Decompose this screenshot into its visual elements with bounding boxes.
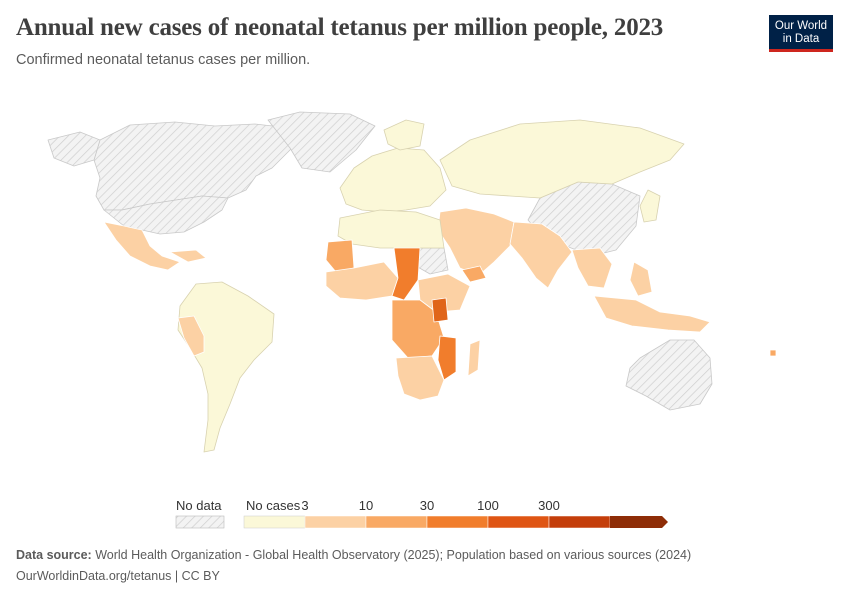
region-south-sudan[interactable] — [431, 297, 449, 323]
legend-bin-label: 3 — [301, 498, 308, 513]
region-southeast-asia[interactable] — [571, 247, 613, 289]
region-central-africa[interactable] — [391, 299, 445, 359]
region-japan[interactable] — [639, 189, 661, 223]
legend-bin-swatch — [548, 515, 611, 529]
region-australia[interactable] — [625, 339, 713, 411]
footer-url[interactable]: OurWorldinData.org/tetanus | CC BY — [16, 569, 220, 583]
region-mozambique[interactable] — [437, 335, 457, 381]
footer-source-label: Data source: — [16, 548, 92, 562]
region-mexico[interactable] — [103, 221, 181, 271]
legend-bin-swatch — [426, 515, 489, 529]
region-mauritania[interactable] — [325, 239, 355, 273]
footer-source-text: World Health Organization - Global Healt… — [95, 548, 692, 562]
region-indonesia[interactable] — [593, 295, 711, 333]
region-peru[interactable] — [177, 315, 205, 357]
region-north-america-canada[interactable] — [93, 121, 301, 211]
region-scandinavia[interactable] — [383, 119, 425, 151]
region-north-africa-nodata[interactable] — [415, 247, 449, 275]
owid-logo[interactable]: Our World in Data — [769, 15, 833, 52]
legend: No data No cases 3 10 30 100 300 — [175, 498, 668, 529]
legend-bin-swatch — [304, 515, 367, 529]
region-yemen[interactable] — [461, 265, 487, 283]
legend-bin-swatch — [243, 515, 306, 529]
footer-source: Data source: World Health Organization -… — [16, 548, 691, 562]
legend-bin-label: 300 — [538, 498, 560, 513]
region-india[interactable] — [509, 221, 573, 289]
chart-title: Annual new cases of neonatal tetanus per… — [16, 14, 664, 41]
region-caribbean[interactable] — [169, 249, 207, 263]
region-europe[interactable] — [339, 147, 447, 213]
legend-no-data-label: No data — [176, 498, 222, 513]
logo-line-1: Our World — [774, 20, 828, 32]
region-greenland[interactable] — [267, 111, 376, 173]
region-russia[interactable] — [439, 119, 685, 199]
region-middle-east[interactable] — [437, 207, 515, 277]
region-south-america[interactable] — [177, 281, 275, 453]
region-philippines[interactable] — [629, 261, 653, 297]
region-pacific-islands[interactable] — [769, 349, 777, 357]
region-chad-niger[interactable] — [391, 247, 421, 301]
legend-bin-label: 10 — [359, 498, 373, 513]
legend-bin-label: 30 — [420, 498, 434, 513]
region-north-africa[interactable] — [337, 209, 445, 249]
legend-bin-label: No cases — [246, 498, 301, 513]
chart-subtitle: Confirmed neonatal tetanus cases per mil… — [16, 52, 311, 68]
world-map[interactable] — [0, 95, 850, 465]
legend-bin-label: 100 — [477, 498, 499, 513]
region-southern-africa[interactable] — [395, 355, 445, 401]
region-alaska[interactable] — [47, 131, 101, 167]
region-madagascar[interactable] — [467, 339, 481, 377]
legend-bin-swatch — [487, 515, 550, 529]
legend-bin-swatch — [610, 516, 668, 528]
legend-bin-swatch — [365, 515, 428, 529]
logo-line-2: in Data — [782, 33, 820, 45]
legend-bins: No cases 3 10 30 100 300 — [243, 498, 668, 529]
legend-no-data-swatch — [175, 515, 225, 529]
